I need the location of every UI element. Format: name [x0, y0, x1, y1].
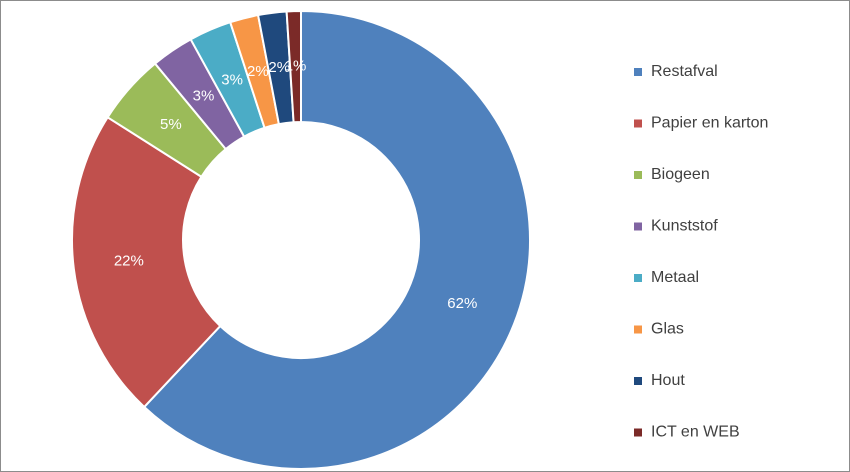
- data-label: 1%: [285, 58, 307, 75]
- data-label: 2%: [247, 63, 269, 80]
- legend-label: Hout: [651, 372, 685, 389]
- legend-label: Biogeen: [651, 166, 710, 183]
- data-label: 62%: [447, 295, 477, 312]
- legend-label: ICT en WEB: [651, 424, 740, 441]
- slice: [71, 115, 222, 409]
- legend-swatch: [634, 274, 642, 282]
- slice: [285, 9, 302, 124]
- data-label: 3%: [193, 87, 215, 104]
- data-label: 5%: [160, 116, 182, 133]
- data-label: 22%: [114, 253, 144, 270]
- legend-swatch: [634, 325, 642, 334]
- legend-swatch: [634, 119, 642, 128]
- legend-swatch: [634, 377, 642, 385]
- legend-label: Papier en karton: [651, 115, 768, 132]
- slice: [142, 9, 531, 470]
- legend-swatch: [634, 68, 642, 76]
- legend-label: Glas: [651, 321, 684, 338]
- data-label: 2%: [268, 59, 290, 76]
- legend-label: Kunststof: [651, 218, 718, 235]
- legend-label: Restafval: [651, 63, 718, 80]
- legend-swatch: [634, 171, 642, 179]
- legend-swatch: [634, 222, 642, 231]
- legend-label: Metaal: [651, 269, 699, 286]
- data-label: 3%: [221, 72, 243, 89]
- legend-swatch: [634, 428, 642, 437]
